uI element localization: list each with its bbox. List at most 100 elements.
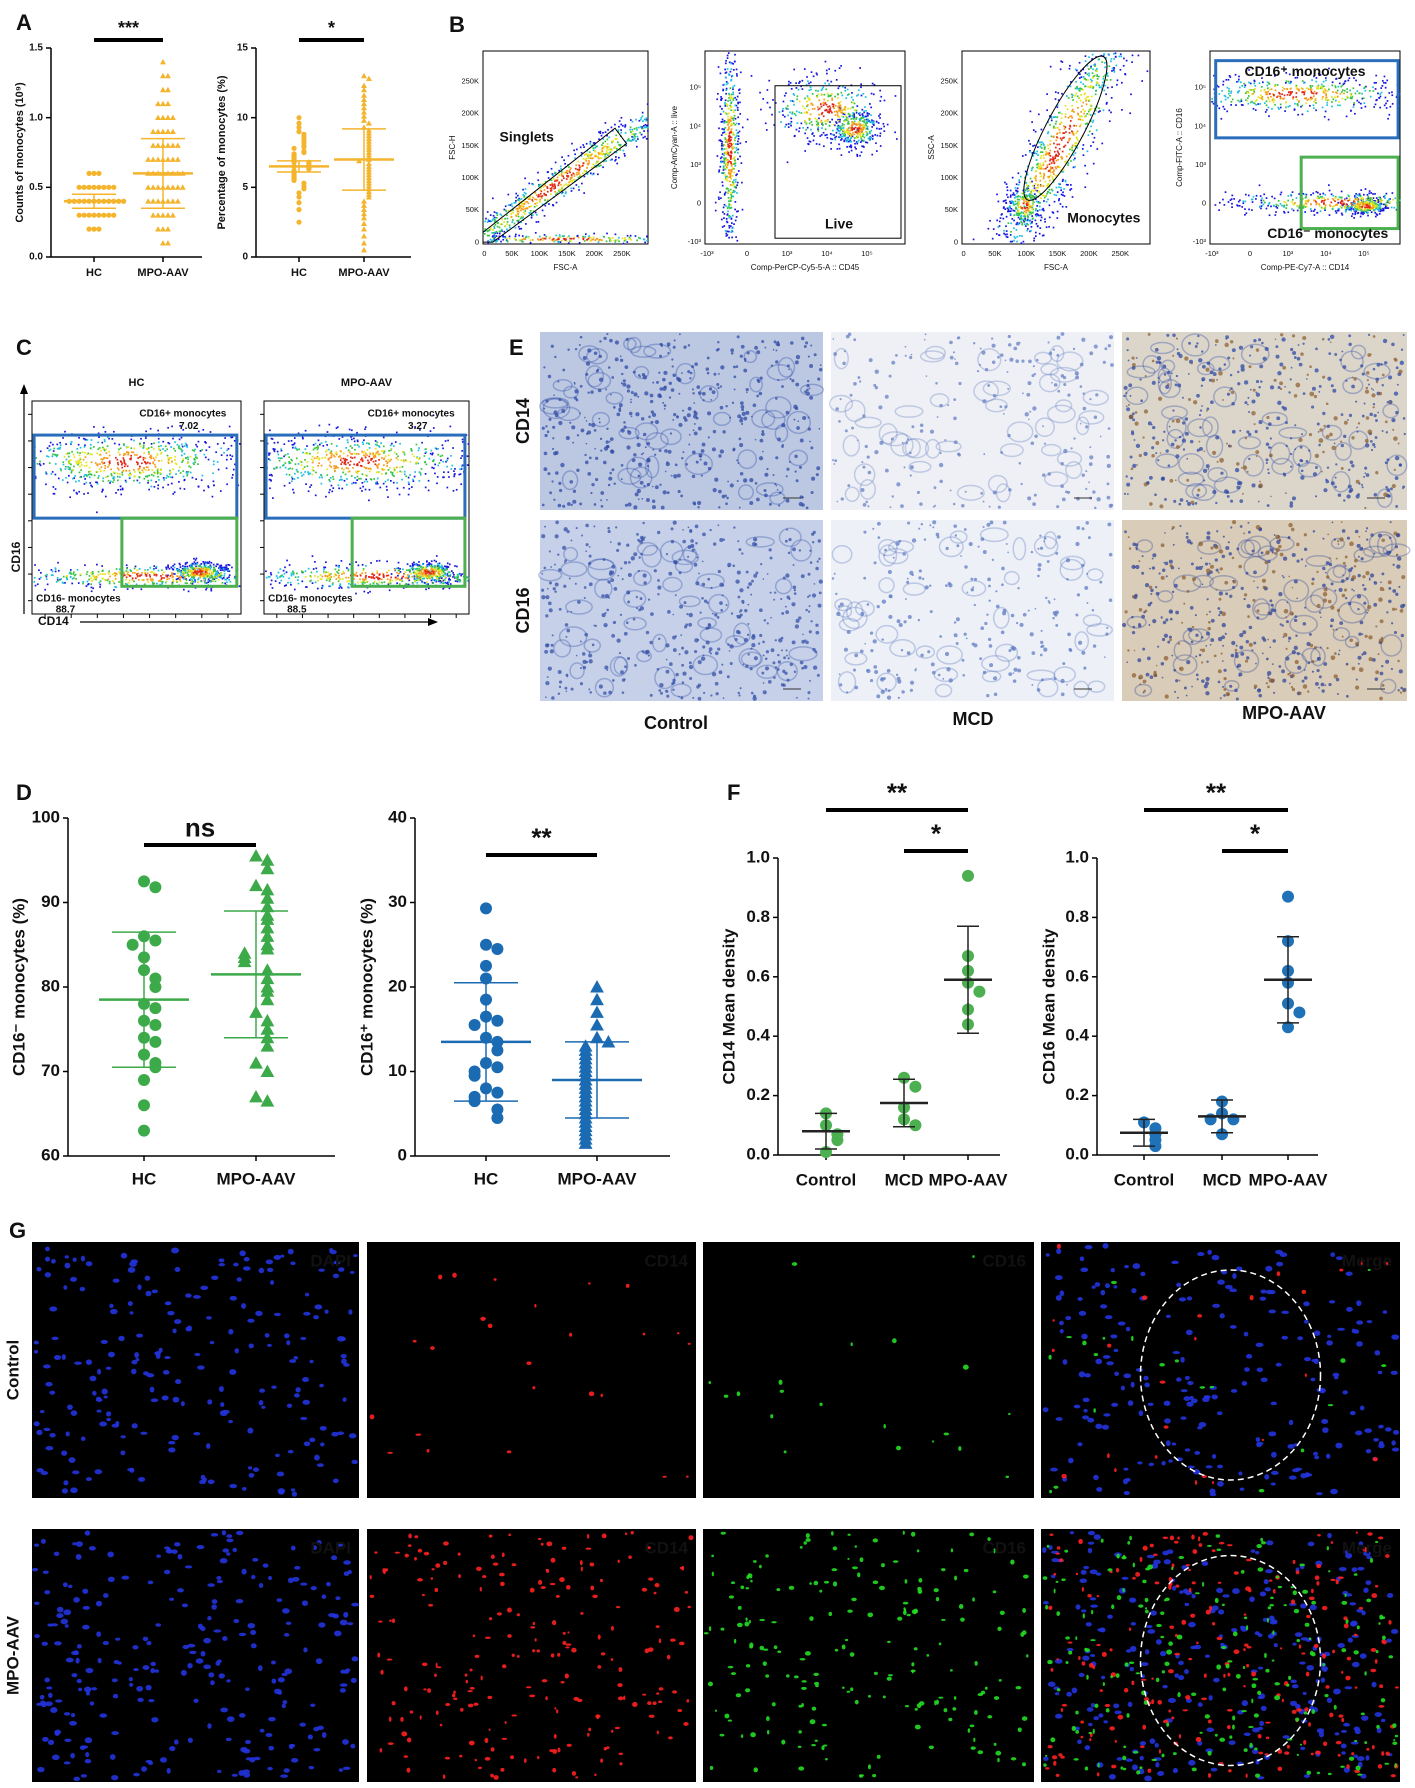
event-dot — [187, 570, 190, 572]
event-dot — [628, 139, 631, 142]
event-dot — [1368, 89, 1371, 92]
event-dot — [67, 466, 69, 468]
event-dot — [1315, 102, 1317, 104]
event-dot — [216, 571, 218, 573]
event-dot — [1350, 205, 1352, 208]
event-dot — [1042, 177, 1045, 180]
event-dot — [1307, 88, 1310, 91]
event-dot — [1364, 86, 1366, 89]
event-dot — [1013, 239, 1015, 242]
event-dot — [838, 108, 841, 111]
event-dot — [1060, 186, 1062, 189]
event-dot — [1035, 152, 1038, 155]
event-dot — [875, 120, 878, 123]
event-dot — [1017, 209, 1020, 212]
event-dot — [838, 85, 841, 88]
event-dot — [97, 432, 100, 435]
event-dot — [1295, 87, 1298, 90]
event-dot — [1260, 89, 1262, 92]
event-dot — [1022, 240, 1025, 243]
event-dot — [602, 142, 604, 144]
event-dot — [600, 134, 603, 137]
event-dot — [175, 473, 177, 475]
event-dot — [145, 448, 148, 450]
event-dot — [1095, 129, 1098, 132]
event-dot — [1367, 205, 1370, 208]
event-dot — [1360, 189, 1363, 191]
event-dot — [646, 235, 648, 238]
event-dot — [839, 118, 841, 121]
panel-label: E — [509, 335, 524, 360]
event-dot — [1096, 148, 1099, 150]
event-dot — [824, 60, 827, 63]
event-dot — [1227, 92, 1230, 95]
event-dot — [510, 210, 513, 213]
event-dot — [1013, 210, 1016, 212]
event-dot — [725, 92, 728, 95]
event-dot — [1026, 214, 1029, 217]
event-dot — [727, 210, 729, 213]
event-dot — [1318, 197, 1320, 200]
event-dot — [34, 564, 36, 566]
event-dot — [103, 449, 106, 452]
event-dot — [523, 212, 526, 215]
event-dot — [1086, 73, 1089, 76]
event-dot — [544, 204, 547, 207]
event-dot — [487, 242, 490, 245]
event-dot — [882, 122, 885, 125]
event-dot — [1353, 217, 1356, 219]
event-dot — [213, 484, 215, 487]
event-dot — [83, 465, 86, 467]
event-dot — [725, 133, 727, 136]
event-dot — [804, 97, 806, 100]
event-dot — [1367, 201, 1370, 204]
event-dot — [843, 139, 846, 142]
event-dot — [806, 112, 809, 115]
event-dot — [543, 193, 546, 195]
event-dot — [829, 133, 832, 135]
event-dot — [727, 127, 730, 130]
event-dot — [1381, 85, 1384, 87]
event-dot — [738, 88, 741, 91]
event-dot — [1018, 212, 1021, 215]
event-dot — [624, 237, 626, 239]
event-dot — [1338, 82, 1341, 85]
event-dot — [506, 240, 509, 242]
event-dot — [1064, 179, 1067, 182]
event-dot — [62, 463, 65, 466]
event-dot — [1114, 52, 1117, 55]
event-dot — [1268, 66, 1271, 69]
event-dot — [583, 169, 586, 172]
event-dot — [766, 101, 769, 104]
event-dot — [143, 477, 146, 480]
event-dot — [525, 207, 528, 210]
event-dot — [1240, 81, 1242, 84]
event-dot — [62, 582, 65, 585]
event-dot — [838, 67, 841, 70]
event-dot — [216, 443, 219, 445]
event-dot — [229, 580, 232, 583]
event-dot — [723, 192, 726, 195]
event-dot — [1385, 192, 1388, 195]
event-dot — [592, 163, 594, 166]
event-dot — [52, 492, 55, 495]
event-dot — [231, 566, 233, 569]
event-dot — [223, 442, 225, 445]
event-dot — [566, 175, 568, 177]
event-dot — [768, 79, 771, 82]
event-dot — [77, 443, 80, 446]
event-dot — [1353, 195, 1356, 197]
event-dot — [79, 446, 82, 449]
event-dot — [105, 476, 107, 478]
event-dot — [724, 168, 727, 171]
event-dot — [542, 183, 545, 185]
event-dot — [645, 124, 648, 127]
event-dot — [838, 120, 841, 123]
event-dot — [520, 206, 522, 209]
event-dot — [1033, 237, 1036, 240]
event-dot — [793, 103, 795, 106]
event-dot — [1036, 214, 1039, 216]
event-dot — [34, 477, 37, 480]
event-dot — [1072, 166, 1075, 169]
event-dot — [737, 109, 739, 111]
